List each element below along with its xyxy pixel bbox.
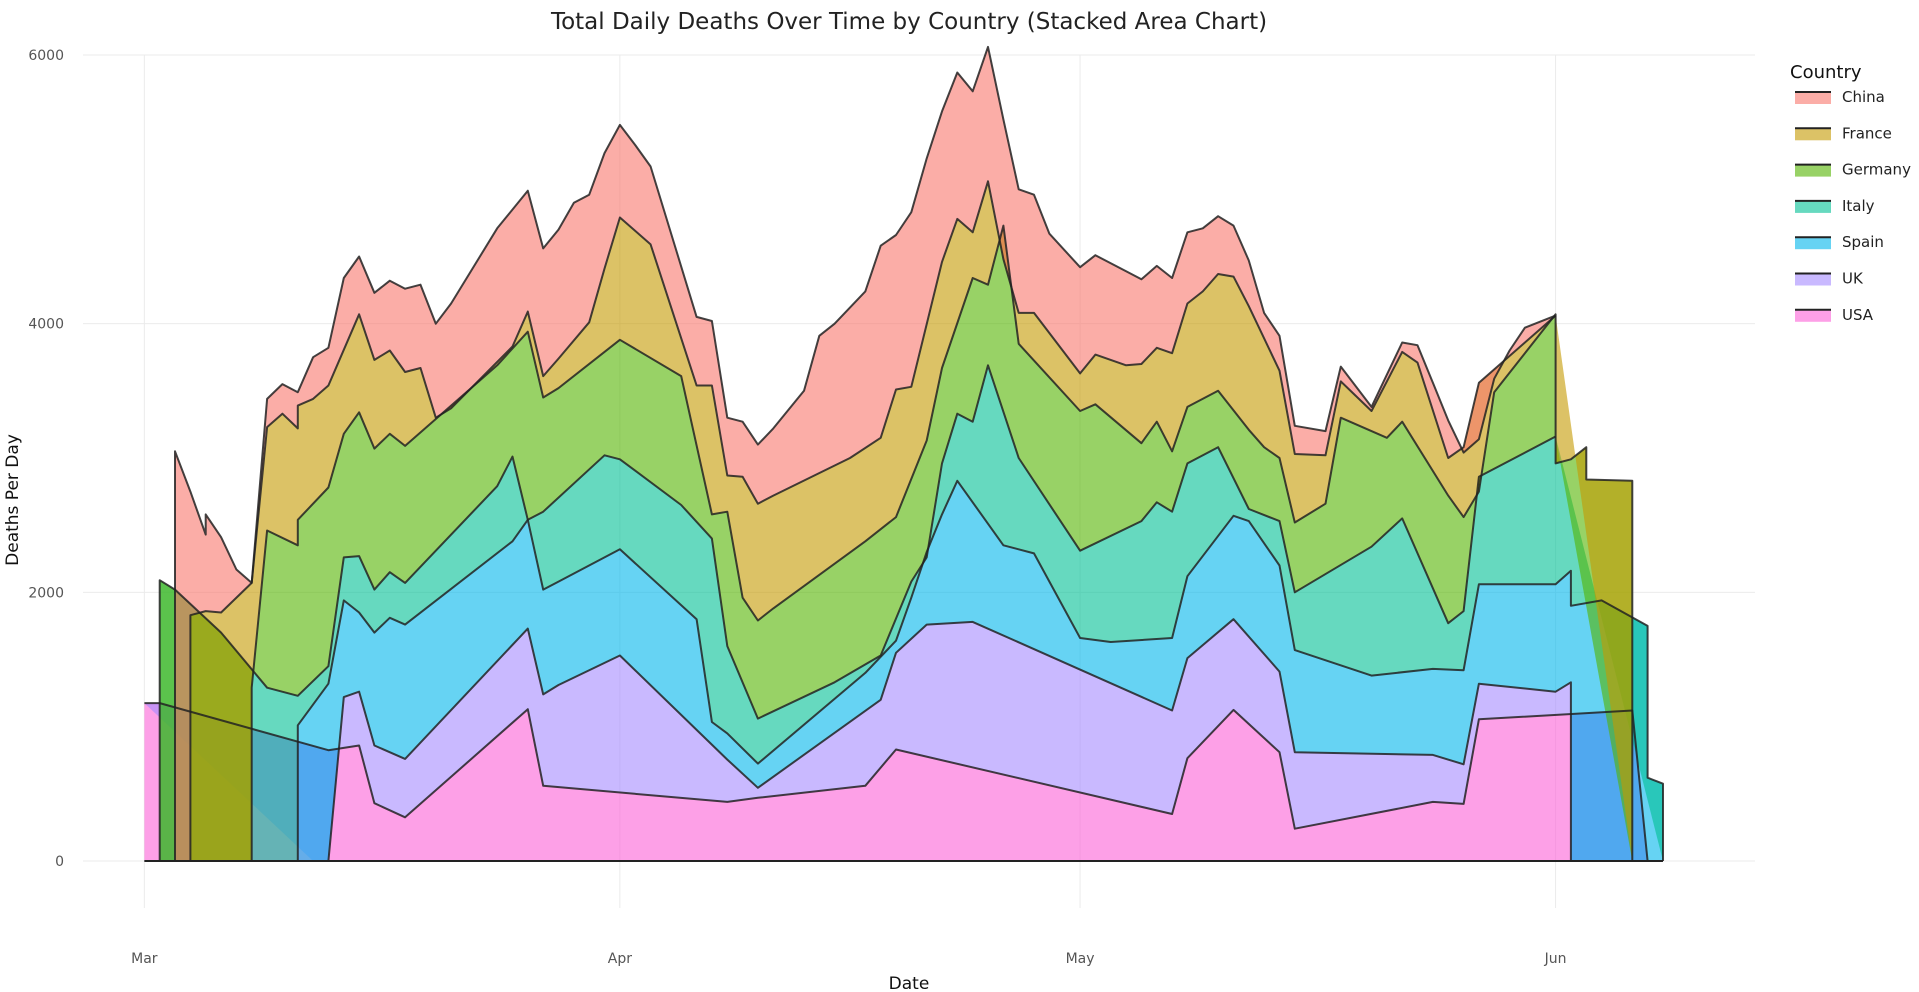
chart-title: Total Daily Deaths Over Time by Country …	[550, 9, 1267, 35]
line-france	[189, 180, 1557, 861]
legend-label-usa: USA	[1842, 306, 1874, 324]
x-tick-label: Jun	[1544, 951, 1567, 967]
line-uk	[313, 618, 1572, 862]
line-spain	[282, 479, 1664, 862]
x-axis-title: Date	[889, 974, 930, 992]
legend-swatch-china	[1795, 92, 1831, 104]
y-tick-label: 6000	[28, 48, 64, 64]
x-tick-label: Mar	[131, 951, 158, 967]
line-usa	[144, 702, 1649, 862]
area-spain	[282, 480, 1663, 861]
legend-swatch-usa	[1795, 309, 1831, 322]
area-uk	[144, 619, 1648, 861]
legend-swatch-uk	[1795, 273, 1831, 286]
y-tick-label: 0	[55, 854, 64, 870]
area-usa	[144, 703, 1648, 861]
x-axis-ticks: Mar Apr May Jun	[131, 951, 1566, 967]
x-tick-label: Apr	[608, 951, 632, 967]
legend-label-spain: Spain	[1842, 233, 1884, 251]
legend-label-germany: Germany	[1842, 161, 1911, 179]
legend-swatch-france	[1795, 128, 1831, 141]
x-tick-label: May	[1066, 951, 1095, 967]
legend-item-spain: Spain	[1795, 233, 1884, 251]
legend-label-france: France	[1842, 124, 1892, 142]
y-tick-label: 4000	[28, 317, 64, 333]
legend-item-italy: Italy	[1795, 197, 1875, 215]
line-germany	[250, 224, 1634, 861]
area-germany	[159, 225, 1633, 862]
legend-label-china: China	[1842, 88, 1885, 106]
line-china	[174, 45, 1556, 861]
series-lines	[144, 45, 1664, 862]
legend-item-china: China	[1795, 88, 1885, 106]
line-italy	[158, 364, 1557, 861]
legend-title: Country	[1790, 62, 1862, 83]
y-axis-ticks: 0 2000 4000 6000	[28, 48, 64, 870]
series-areas	[144, 46, 1664, 862]
area-china	[175, 46, 1556, 861]
legend-item-germany: Germany	[1795, 161, 1911, 179]
legend-item-usa: USA	[1795, 306, 1874, 324]
legend-swatch-italy	[1795, 200, 1831, 213]
legend-swatch-germany	[1795, 164, 1831, 177]
area-italy	[159, 365, 1664, 861]
y-axis-title: Deaths Per Day	[3, 434, 23, 566]
legend-swatch-spain	[1795, 237, 1831, 250]
legend: Country China France Germany Italy Spain UK US…	[1790, 62, 1911, 324]
y-tick-label: 2000	[28, 585, 64, 601]
legend-label-italy: Italy	[1842, 197, 1875, 215]
legend-label-uk: UK	[1842, 270, 1864, 288]
legend-item-uk: UK	[1795, 270, 1864, 288]
legend-item-france: France	[1795, 124, 1892, 142]
